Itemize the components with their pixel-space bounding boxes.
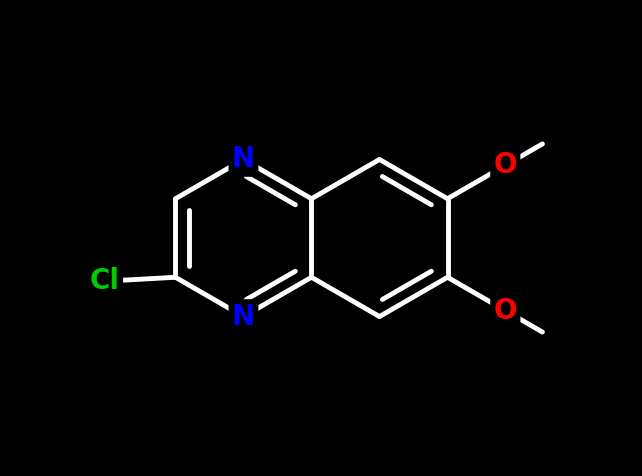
Text: O: O [494, 151, 517, 179]
Text: O: O [494, 297, 517, 325]
Text: Cl: Cl [90, 267, 120, 295]
Text: N: N [232, 303, 255, 330]
Text: N: N [232, 146, 255, 173]
